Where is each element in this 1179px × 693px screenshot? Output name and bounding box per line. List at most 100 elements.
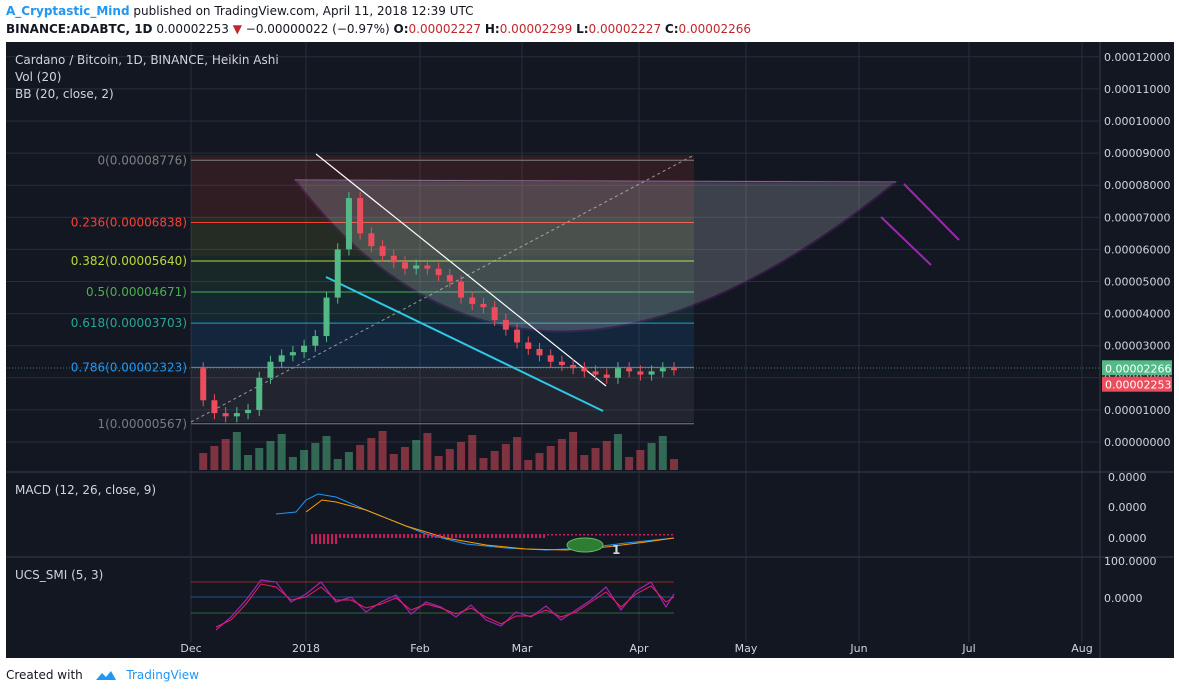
close-value: 0.00002266 xyxy=(678,22,752,36)
volume-bars xyxy=(199,431,678,470)
candle-body xyxy=(379,246,386,256)
macd-hist-bar xyxy=(591,534,593,536)
support-line[interactable] xyxy=(325,276,604,412)
macd-histogram xyxy=(311,534,673,544)
macd-hist-bar xyxy=(483,534,485,538)
candle-body xyxy=(458,281,465,298)
macd-hist-bar xyxy=(559,534,561,536)
macd-hist-bar xyxy=(567,534,569,536)
macd-hist-bar xyxy=(403,534,405,538)
fib-zone-4 xyxy=(191,289,694,320)
fib-zone-1 xyxy=(191,155,694,217)
volume-bar xyxy=(221,439,230,470)
macd-hist-bar xyxy=(411,534,413,538)
candle-body xyxy=(480,303,487,308)
macd-hist-bar xyxy=(651,534,653,536)
handle-line-1[interactable] xyxy=(880,216,932,266)
volume-bar xyxy=(457,442,466,470)
macd-hist-bar xyxy=(451,534,453,538)
price-axis-tag xyxy=(1102,360,1172,376)
volume-bar xyxy=(232,432,241,470)
chart-canvas[interactable]: 0(0.00008776) 0.236(0.00006838) 0.382(0.00… xyxy=(6,42,1174,658)
macd-hist-bar xyxy=(511,534,513,538)
macd-hist-bar xyxy=(639,534,641,536)
fib-level-label: 0.5(0.00004671) xyxy=(86,285,187,299)
macd-hist-bar xyxy=(547,534,549,536)
tradingview-link[interactable]: TradingView xyxy=(126,668,199,682)
candle-body xyxy=(401,262,408,269)
smi-line xyxy=(215,579,675,631)
vol-legend: Vol (20) xyxy=(15,70,62,84)
price-tick-label: 0.00009000 xyxy=(1104,147,1170,160)
downtrend-line[interactable] xyxy=(315,153,607,387)
macd-cross-marker[interactable] xyxy=(566,537,604,553)
macd-hist-bar xyxy=(539,534,541,538)
volume-bar xyxy=(625,457,634,470)
macd-hist-bar xyxy=(367,534,369,538)
smi-tick-label: 0.0000 xyxy=(1104,592,1143,605)
candle-body xyxy=(256,377,263,410)
macd-hist-bar xyxy=(427,534,429,538)
macd-hist-bar xyxy=(611,534,613,536)
volume-bar xyxy=(300,450,309,470)
macd-hist-bar xyxy=(503,534,505,538)
volume-bar xyxy=(412,440,421,470)
cup-rim-line xyxy=(294,179,897,183)
volume-bar xyxy=(356,445,365,470)
macd-annotation-label: 1 xyxy=(612,543,621,557)
macd-hist-bar xyxy=(587,534,589,536)
last-price: 0.00002253 xyxy=(156,22,229,36)
candle-body xyxy=(267,361,274,378)
volume-bar xyxy=(647,443,656,470)
volume-bar xyxy=(546,446,555,470)
price-tick-label: 0.00012000 xyxy=(1104,51,1170,64)
macd-hist-bar xyxy=(615,534,617,536)
candle-body xyxy=(424,265,431,269)
candle-body xyxy=(648,371,655,375)
candle-body xyxy=(390,255,397,263)
volume-bar xyxy=(400,447,409,470)
handle-line-2[interactable] xyxy=(903,183,960,241)
candle-body xyxy=(671,368,677,371)
macd-hist-bar xyxy=(495,534,497,538)
chart-area[interactable]: 0(0.00008776) 0.236(0.00006838) 0.382(0.00… xyxy=(6,42,1174,658)
candle-body xyxy=(570,364,577,369)
volume-bar xyxy=(591,448,600,470)
macd-hist-bar xyxy=(443,534,445,538)
candle-body xyxy=(446,275,453,282)
candle-body xyxy=(435,268,442,276)
price-tick-label: 0.00008000 xyxy=(1104,179,1170,192)
fib-level-label: 1(0.00000567) xyxy=(97,417,187,431)
fib-retracement[interactable]: 0(0.00008776) 0.236(0.00006838) 0.382(0.00… xyxy=(71,153,695,431)
grid xyxy=(6,42,1100,642)
macd-hist-bar xyxy=(467,534,469,538)
macd-hist-bar xyxy=(479,534,481,538)
macd-hist-bar xyxy=(655,534,657,536)
time-tick-label: Mar xyxy=(512,642,533,655)
fib-zone-2 xyxy=(191,217,694,256)
macd-hist-bar xyxy=(519,534,521,538)
macd-hist-bar xyxy=(515,534,517,538)
volume-bar xyxy=(636,450,645,470)
macd-hist-bar xyxy=(319,534,321,544)
macd-hist-bar xyxy=(399,534,401,538)
macd-hist-bar xyxy=(647,534,649,536)
macd-hist-bar xyxy=(623,534,625,536)
volume-bar xyxy=(423,433,432,470)
macd-hist-bar xyxy=(643,534,645,536)
price-tick-label: 0.00001000 xyxy=(1104,404,1170,417)
author-link[interactable]: A_Cryptastic_Mind xyxy=(6,4,130,18)
macd-hist-bar xyxy=(603,534,605,536)
cup-pattern[interactable] xyxy=(292,178,899,333)
macd-hist-bar xyxy=(315,534,317,544)
tradingview-logo-icon[interactable] xyxy=(95,670,117,682)
macd-tick-label: 0.0000 xyxy=(1108,501,1147,514)
volume-bar xyxy=(524,460,533,470)
macd-hist-bar xyxy=(323,534,325,544)
macd-hist-bar xyxy=(555,534,557,536)
price-tick-label: 0.00007000 xyxy=(1104,211,1170,224)
low-value: 0.00002227 xyxy=(588,22,662,36)
volume-bar xyxy=(311,443,320,470)
macd-hist-bar xyxy=(607,534,609,536)
candle-body xyxy=(536,348,543,356)
